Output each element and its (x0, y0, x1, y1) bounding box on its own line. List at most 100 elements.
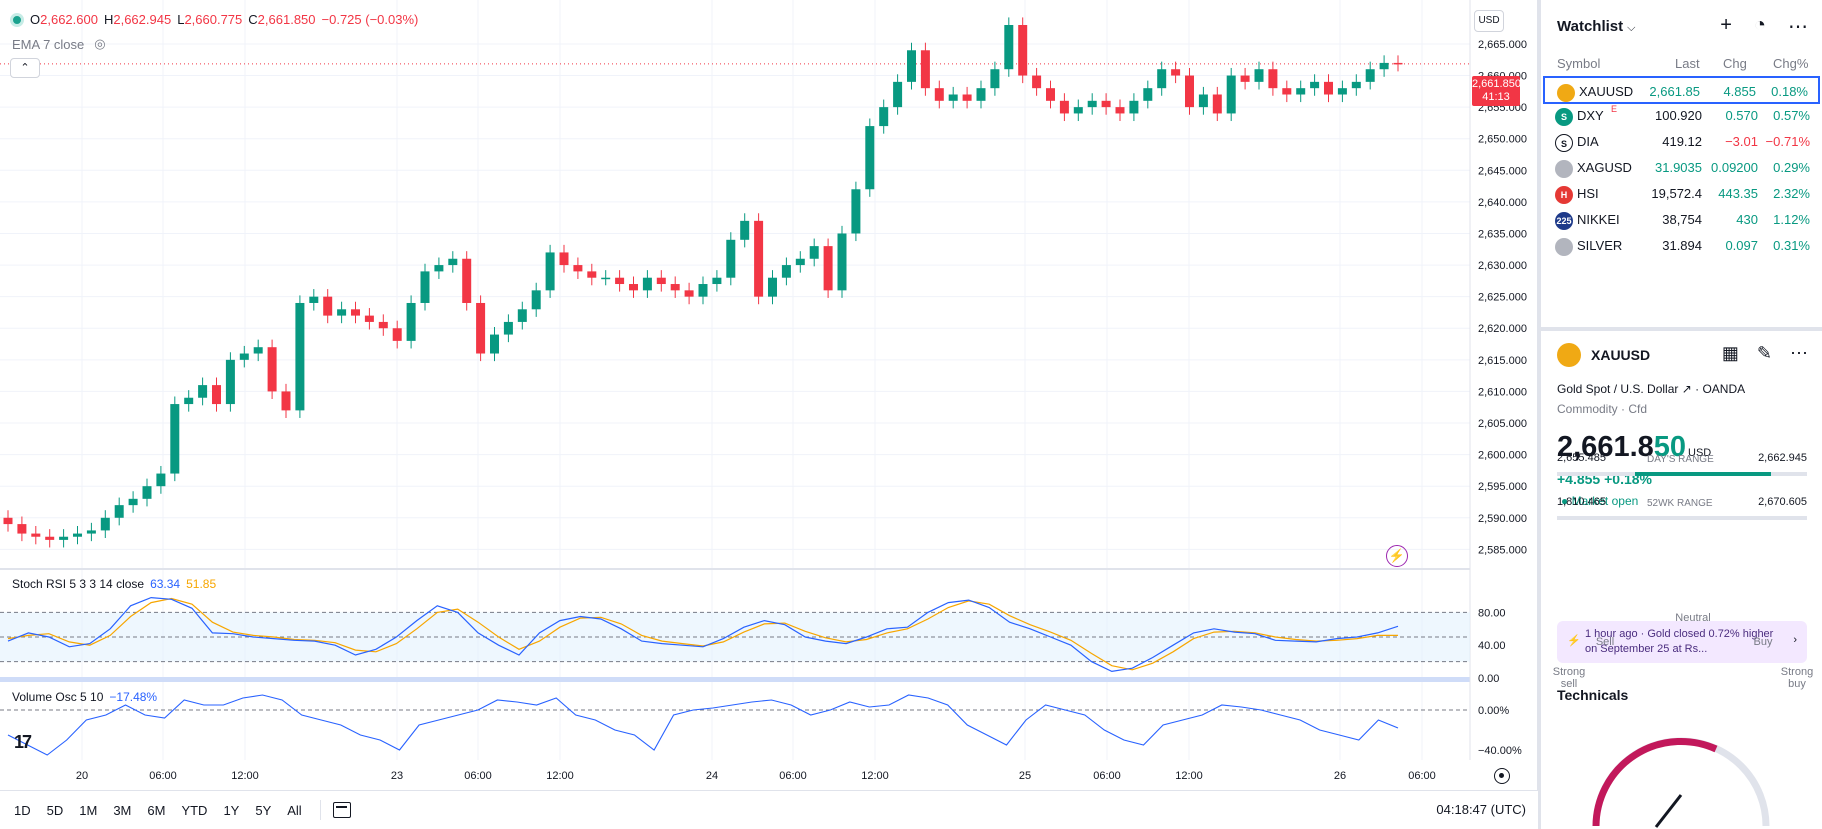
candle-body (434, 265, 444, 272)
time-axis-label: 12:00 (231, 770, 259, 782)
col-chg-percent[interactable]: Chg% (1773, 56, 1809, 71)
gauge-neutral-label: Neutral (1675, 612, 1711, 624)
watchlist-chg-percent: 0.57% (1773, 108, 1810, 123)
col-last[interactable]: Last (1675, 56, 1700, 71)
chart-panel[interactable]: 2,665.0002,660.0002,655.0002,650.0002,64… (0, 0, 1538, 790)
candle-body (1046, 88, 1055, 101)
range-all-button[interactable]: All (287, 802, 302, 818)
technicals-gauge[interactable] (1541, 701, 1822, 829)
time-axis-label: 12:00 (1175, 770, 1203, 782)
broker-name[interactable]: OANDA (1702, 382, 1746, 396)
watchlist-row[interactable]: H HSI 19,572.4 443.35 2.32% (1543, 180, 1820, 208)
candle-body (184, 397, 194, 405)
ema-indicator-legend[interactable]: EMA 7 close ◎ (12, 36, 106, 52)
price-axis-label: 2,635.000 (1478, 228, 1527, 240)
external-link-icon[interactable]: ↗ (1681, 382, 1696, 396)
range-1d-button[interactable]: 1D (14, 802, 31, 818)
candle-body (114, 505, 124, 518)
candle-body (879, 107, 889, 127)
grid-icon[interactable]: ▦ (1721, 343, 1739, 363)
price-axis-label: 2,645.000 (1478, 165, 1527, 177)
candle-body (990, 69, 1000, 89)
price-axis-label: 2,585.000 (1478, 544, 1527, 556)
price-axis-label: 2,610.000 (1478, 386, 1527, 398)
technicals-title[interactable]: Technicals (1557, 687, 1629, 703)
detail-symbol[interactable]: XAUUSD (1591, 347, 1651, 363)
tradingview-logo-icon: 17 (14, 732, 32, 752)
candle-body (267, 347, 277, 392)
time-axis-label: 23 (391, 770, 403, 782)
watchlist-last: 19,572.4 (1651, 186, 1702, 201)
symbol-logo-icon: 225 (1555, 212, 1573, 230)
candle-body (490, 334, 499, 354)
advanced-view-icon[interactable]: ◔ (1753, 14, 1766, 36)
candle-body (462, 258, 472, 303)
col-chg[interactable]: Chg (1723, 56, 1747, 71)
watchlist-row[interactable]: XAUUSD 2,661.85 4.855 0.18% (1543, 76, 1820, 104)
range-1m-button[interactable]: 1M (79, 802, 98, 818)
candle-body (406, 302, 416, 341)
candle-body (364, 315, 374, 322)
watchlist-chg-percent: 0.18% (1771, 84, 1808, 99)
range-1y-button[interactable]: 1Y (223, 802, 240, 818)
events-bolt-icon[interactable]: ⚡ (1386, 545, 1408, 567)
watchlist-row[interactable]: S DIA 419.12 −3.01 −0.71% (1543, 128, 1820, 156)
instrument-name[interactable]: Gold Spot / U.S. Dollar (1557, 382, 1679, 396)
price-axis-label: 2,605.000 (1478, 418, 1527, 430)
stoch-rsi-legend[interactable]: Stoch RSI 5 3 3 14 close 63.34 51.85 (12, 577, 216, 591)
col-symbol[interactable]: Symbol (1557, 56, 1601, 71)
market-status-text: Market open (1571, 494, 1639, 508)
watchlist-chg: 0.097 (1725, 238, 1758, 253)
ohlc-legend: O2,662.600 H2,662.945 L2,660.775 C2,661.… (10, 12, 418, 27)
watchlist-row[interactable]: SILVER 31.894 0.097 0.31% (1543, 232, 1820, 260)
range-6m-button[interactable]: 6M (147, 802, 166, 818)
candle-body (1129, 100, 1139, 114)
change-value: −0.725 (−0.03%) (321, 12, 419, 27)
open-value: 2,662.600 (40, 12, 98, 27)
candle-body (1143, 88, 1153, 101)
currency-button[interactable]: USD (1474, 10, 1504, 32)
watchlist-row[interactable]: 225 NIKKEI 38,754 430 1.12% (1543, 206, 1820, 234)
symbol-logo-icon (1557, 84, 1575, 102)
candle-body (45, 536, 55, 540)
candle-body (1324, 81, 1333, 95)
chart-settings-icon[interactable] (1494, 768, 1510, 784)
stoch-axis-label: 0.00 (1478, 673, 1499, 685)
chart-canvas[interactable]: 2,665.0002,660.0002,655.0002,650.0002,64… (0, 0, 1538, 790)
chevron-down-icon[interactable]: ⌵ (1627, 22, 1636, 34)
range-3m-button[interactable]: 3M (113, 802, 132, 818)
days-range-label: DAY'S RANGE (1647, 454, 1714, 465)
news-card[interactable]: ⚡ 1 hour ago · Gold closed 0.72% higher … (1557, 621, 1807, 663)
candle-body (920, 50, 930, 89)
edit-icon[interactable]: ✎ (1756, 343, 1772, 363)
candle-body (100, 517, 110, 531)
more-options-icon[interactable]: ⋯ (1790, 343, 1808, 363)
collapse-legend-button[interactable]: ⌃ (10, 58, 40, 78)
candle-body (31, 533, 41, 537)
add-symbol-icon[interactable]: + (1720, 14, 1732, 36)
eye-hidden-icon[interactable]: ◎ (94, 36, 106, 51)
utc-clock[interactable]: 04:18:47 (UTC) (1436, 802, 1526, 817)
candle-body (726, 239, 736, 278)
detail-actions: ▦ ✎ ⋯ (1722, 343, 1808, 364)
market-status-dot (10, 12, 24, 27)
days-range: 2,655.485 DAY'S RANGE 2,662.945 (1557, 452, 1807, 482)
candle-body (642, 277, 652, 291)
watchlist-title[interactable]: Watchlist ⌵ (1557, 18, 1635, 35)
candle-body (1337, 88, 1347, 95)
candle-body (601, 277, 611, 280)
candle-body (545, 252, 555, 291)
range-5y-button[interactable]: 5Y (255, 802, 272, 818)
range-5d-button[interactable]: 5D (46, 802, 64, 818)
week52-range-track (1557, 516, 1807, 520)
stoch-rsi-d-value: 51.85 (186, 577, 217, 591)
range-ytd-button[interactable]: YTD (181, 802, 208, 818)
bottom-toolbar: 1D 5D 1M 3M 6M YTD 1Y 5Y All 04:18:47 (U… (0, 790, 1538, 829)
go-to-date-icon[interactable] (332, 802, 351, 818)
watchlist-row[interactable]: S DXY E 100.920 0.570 0.57% (1543, 102, 1820, 130)
volume-osc-legend[interactable]: Volume Osc 5 10 −17.48% (12, 690, 157, 704)
gauge-track (1592, 737, 1770, 827)
watchlist-row[interactable]: XAGUSD 31.9035 0.09200 0.29% (1543, 154, 1820, 182)
candle-body (1101, 100, 1111, 108)
more-options-icon[interactable]: ⋯ (1788, 16, 1808, 38)
